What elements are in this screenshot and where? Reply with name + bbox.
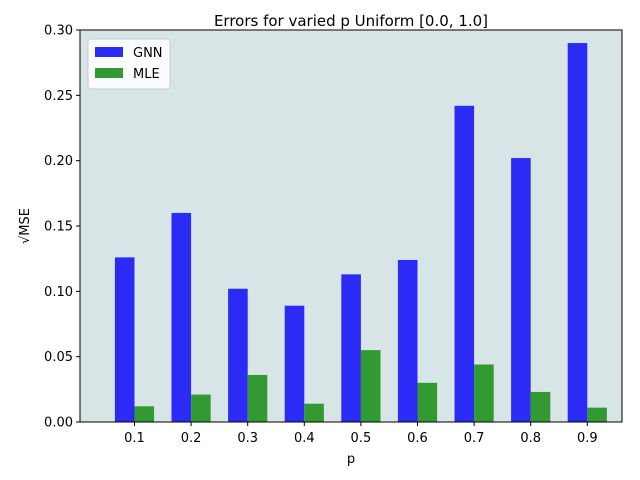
gnn-bar-0.8 <box>511 158 531 422</box>
x-tick-label: 0.1 <box>124 431 145 446</box>
mle-bar-0.1 <box>134 406 155 422</box>
bars-group <box>114 43 607 423</box>
x-tick-label: 0.6 <box>407 431 428 446</box>
x-tick-label: 0.5 <box>351 431 372 446</box>
mle-bar-0.7 <box>474 364 494 422</box>
mle-bar-0.2 <box>191 394 211 422</box>
gnn-bar-0.9 <box>567 43 588 423</box>
y-tick-label: 0.20 <box>44 154 73 169</box>
gnn-bar-0.3 <box>228 288 248 422</box>
y-tick-label: 0.30 <box>44 24 73 39</box>
y-tick-label: 0.25 <box>44 89 73 104</box>
legend-swatch-gnn <box>95 47 123 57</box>
y-axis-ticks: 0.00 0.05 0.10 0.15 0.20 0.25 0.30 <box>44 24 80 431</box>
mle-bar-0.8 <box>530 391 551 422</box>
mle-bar-0.4 <box>304 403 324 422</box>
mle-bar-0.5 <box>360 350 381 422</box>
y-tick-label: 0.00 <box>44 416 73 431</box>
y-tick-label: 0.15 <box>44 220 73 235</box>
y-axis-label: √MSE <box>18 208 33 244</box>
x-axis-ticks: 0.1 0.2 0.3 0.4 0.5 0.6 0.7 0.8 0.9 <box>124 422 598 446</box>
x-tick-label: 0.2 <box>181 431 202 446</box>
y-tick-label: 0.05 <box>44 350 73 365</box>
legend: GNN MLE <box>87 38 171 90</box>
legend-label-mle: MLE <box>133 67 160 82</box>
y-tick-label: 0.10 <box>44 285 73 300</box>
x-axis-label: p <box>347 452 355 467</box>
x-tick-label: 0.3 <box>237 431 258 446</box>
legend-swatch-mle <box>95 68 123 78</box>
mle-bar-0.3 <box>247 374 268 422</box>
mle-bar-0.6 <box>417 382 438 422</box>
x-tick-label: 0.7 <box>464 431 485 446</box>
gnn-bar-0.4 <box>284 305 305 422</box>
chart-title: Errors for varied p Uniform [0.0, 1.0] <box>214 12 488 30</box>
plot-frame <box>79 29 623 423</box>
gnn-bar-0.1 <box>114 257 135 422</box>
x-tick-label: 0.9 <box>577 431 598 446</box>
gnn-bar-0.5 <box>341 274 361 422</box>
mle-bar-0.9 <box>587 407 607 422</box>
gnn-bar-0.7 <box>454 105 475 422</box>
gnn-bar-0.6 <box>397 259 418 422</box>
legend-label-gnn: GNN <box>133 46 163 61</box>
x-tick-label: 0.8 <box>520 431 541 446</box>
gnn-bar-0.2 <box>171 212 192 422</box>
x-tick-label: 0.4 <box>294 431 315 446</box>
